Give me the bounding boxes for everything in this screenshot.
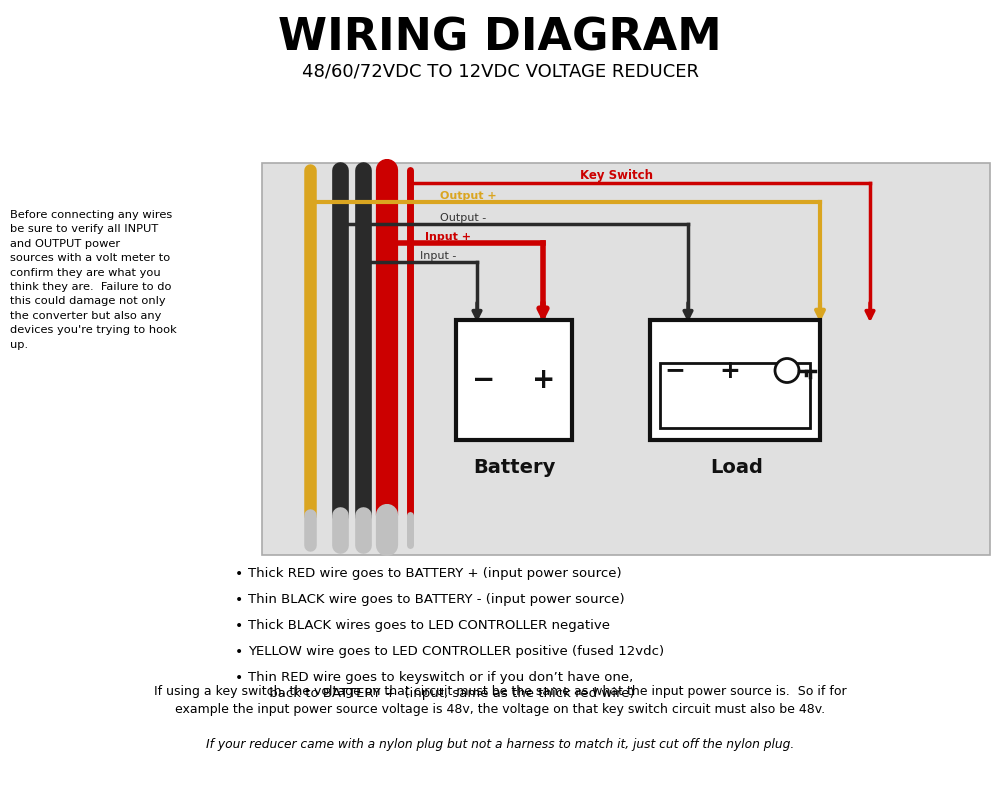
Text: Input -: Input -	[420, 251, 456, 261]
Circle shape	[775, 358, 799, 382]
Text: •: •	[235, 567, 243, 581]
Text: Thin BLACK wire goes to BATTERY - (input power source): Thin BLACK wire goes to BATTERY - (input…	[248, 593, 625, 606]
Text: Thick RED wire goes to BATTERY + (input power source): Thick RED wire goes to BATTERY + (input …	[248, 567, 622, 580]
Text: Thick BLACK wires goes to LED CONTROLLER negative: Thick BLACK wires goes to LED CONTROLLER…	[248, 619, 610, 632]
Text: •: •	[235, 619, 243, 633]
Text: •: •	[235, 671, 243, 685]
Text: Thin RED wire goes to keyswitch or if you don’t have one,
     back to BATTERY +: Thin RED wire goes to keyswitch or if yo…	[248, 671, 635, 701]
Text: •: •	[235, 645, 243, 659]
Text: Load: Load	[711, 458, 763, 477]
Text: Input +: Input +	[425, 232, 471, 242]
Bar	[660, 363, 810, 428]
Text: Output +: Output +	[440, 191, 497, 201]
Text: Battery: Battery	[473, 458, 555, 477]
Text: If using a key switch, the voltage on that circuit must be the same as what the : If using a key switch, the voltage on th…	[154, 685, 846, 716]
Text: YELLOW wire goes to LED CONTROLLER positive (fused 12vdc): YELLOW wire goes to LED CONTROLLER posit…	[248, 645, 664, 658]
Text: −: −	[664, 358, 686, 382]
Text: Key Switch: Key Switch	[580, 169, 653, 182]
Text: Output -: Output -	[440, 213, 486, 223]
Text: −: −	[472, 366, 496, 394]
Text: 48/60/72VDC TO 12VDC VOLTAGE REDUCER: 48/60/72VDC TO 12VDC VOLTAGE REDUCER	[302, 63, 698, 81]
Bar	[456, 320, 572, 440]
Text: •: •	[235, 593, 243, 607]
Text: +: +	[720, 358, 740, 382]
Bar	[650, 320, 820, 440]
Bar	[262, 163, 990, 555]
Text: +: +	[532, 366, 556, 394]
Text: If your reducer came with a nylon plug but not a harness to match it, just cut o: If your reducer came with a nylon plug b…	[206, 738, 794, 751]
Text: Before connecting any wires
be sure to verify all INPUT
and OUTPUT power
sources: Before connecting any wires be sure to v…	[10, 210, 177, 350]
Text: WIRING DIAGRAM: WIRING DIAGRAM	[278, 17, 722, 59]
